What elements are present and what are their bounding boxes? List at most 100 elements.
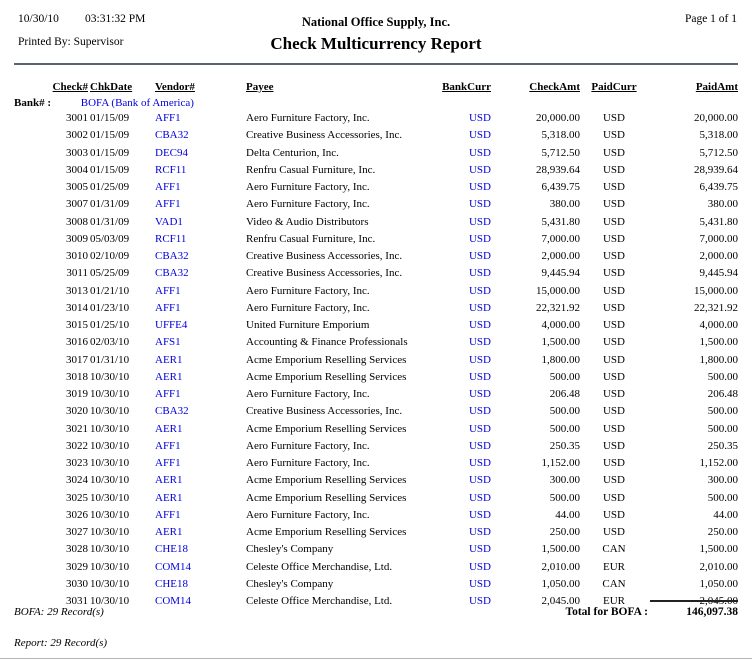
check-date-cell: 10/30/10 — [90, 543, 130, 556]
payee-cell: Creative Business Accessories, Inc. — [246, 267, 403, 280]
payee-cell: Aero Furniture Factory, Inc. — [246, 508, 370, 521]
check-amount-cell: 1,500.00 — [541, 336, 581, 349]
check-date-cell: 01/31/09 — [90, 198, 130, 211]
vendor-code-cell: AFF1 — [155, 439, 181, 452]
table-row: 3009 05/03/09 RCF11 Renfru Casual Furnit… — [14, 231, 738, 248]
check-date-cell: 10/30/10 — [90, 422, 130, 435]
table-row: 3001 01/15/09 AFF1 Aero Furniture Factor… — [14, 110, 738, 127]
check-number-cell: 3024 — [66, 474, 88, 487]
check-amount-cell: 1,050.00 — [541, 577, 581, 590]
paid-amount-cell: 1,500.00 — [699, 543, 739, 556]
bank-currency-cell: USD — [468, 422, 491, 435]
column-header-check-number: Check# — [52, 81, 88, 93]
bank-currency-cell: USD — [468, 543, 491, 556]
check-number-cell: 3028 — [66, 543, 88, 556]
vendor-code-cell: AFF1 — [155, 181, 181, 193]
check-number-cell: 3025 — [66, 491, 88, 504]
payee-cell: Aero Furniture Factory, Inc. — [246, 457, 370, 469]
bank-currency-cell: USD — [468, 388, 491, 400]
check-date-cell: 01/31/10 — [90, 353, 130, 366]
check-date-cell: 10/30/10 — [90, 457, 130, 469]
bank-currency-cell: USD — [468, 112, 491, 124]
bank-currency-cell: USD — [468, 508, 491, 521]
table-row: 3016 02/03/10 AFS1 Accounting & Finance … — [14, 334, 738, 351]
bank-currency-cell: USD — [468, 560, 491, 573]
check-date-cell: 02/03/10 — [90, 336, 130, 349]
company-name: National Office Supply, Inc. — [301, 15, 451, 29]
paid-amount-cell: 5,712.50 — [699, 146, 739, 159]
check-amount-cell: 300.00 — [549, 474, 580, 487]
table-header: Check# ChkDate Vendor# Payee BankCurr Ch… — [14, 81, 738, 96]
bank-currency-cell: USD — [468, 439, 491, 452]
table-row: 3011 05/25/09 CBA32 Creative Business Ac… — [14, 265, 738, 282]
paid-currency-cell: USD — [602, 198, 625, 211]
table-row: 3015 01/25/10 UFFE4 United Furniture Emp… — [14, 317, 738, 334]
vendor-code-cell: CBA32 — [155, 267, 189, 280]
paid-currency-cell: CAN — [602, 577, 626, 590]
payee-cell: Renfru Casual Furniture, Inc. — [246, 232, 376, 245]
check-date-cell: 01/15/09 — [90, 163, 130, 176]
payee-cell: Acme Emporium Reselling Services — [246, 370, 407, 383]
paid-amount-cell: 9,445.94 — [699, 267, 739, 280]
check-number-cell: 3023 — [66, 457, 88, 469]
check-number-cell: 3014 — [66, 301, 88, 314]
bottom-rule — [0, 658, 752, 659]
paid-amount-cell: 4,000.00 — [699, 319, 739, 331]
bank-currency-cell: USD — [468, 474, 491, 487]
bank-currency-cell: USD — [468, 267, 491, 280]
table-row: 3003 01/15/09 DEC94 Delta Centurion, Inc… — [14, 145, 738, 162]
paid-currency-cell: USD — [602, 388, 625, 400]
check-date-cell: 01/21/10 — [90, 284, 130, 297]
check-date-cell: 01/23/10 — [90, 301, 130, 314]
check-number-cell: 3026 — [66, 508, 88, 521]
check-number-cell: 3019 — [66, 388, 88, 400]
paid-currency-cell: USD — [602, 215, 625, 228]
paid-currency-cell: USD — [602, 336, 625, 349]
check-date-cell: 01/15/09 — [90, 112, 130, 124]
check-amount-cell: 5,318.00 — [541, 129, 581, 142]
column-header-bank-currency: BankCurr — [442, 81, 491, 93]
paid-amount-cell: 22,321.92 — [694, 301, 738, 314]
vendor-code-cell: AFF1 — [155, 388, 181, 400]
check-number-cell: 3021 — [66, 422, 88, 435]
check-date-cell: 10/30/10 — [90, 491, 130, 504]
paid-currency-cell: USD — [602, 474, 625, 487]
payee-cell: Acme Emporium Reselling Services — [246, 474, 407, 487]
check-amount-cell: 250.35 — [549, 439, 580, 452]
check-date-cell: 01/31/09 — [90, 215, 130, 228]
bank-currency-cell: USD — [468, 198, 491, 211]
check-amount-cell: 500.00 — [549, 491, 580, 504]
report-title: Check Multicurrency Report — [270, 34, 482, 53]
paid-currency-cell: EUR — [603, 595, 625, 607]
check-number-cell: 3003 — [66, 146, 88, 159]
check-date-cell: 10/30/10 — [90, 595, 130, 607]
paid-currency-cell: USD — [602, 163, 625, 176]
vendor-code-cell: AFF1 — [155, 284, 181, 297]
check-date-cell: 02/10/09 — [90, 250, 130, 262]
check-date-cell: 10/30/10 — [90, 526, 130, 538]
paid-currency-cell: USD — [602, 129, 625, 142]
paid-amount-cell: 500.00 — [707, 405, 738, 418]
check-number-cell: 3002 — [66, 129, 88, 142]
check-date-cell: 10/30/10 — [90, 577, 130, 590]
paid-currency-cell: USD — [602, 491, 625, 504]
bank-currency-cell: USD — [468, 146, 491, 159]
paid-currency-cell: USD — [602, 508, 625, 521]
check-amount-cell: 500.00 — [549, 370, 580, 383]
table-row: 3007 01/31/09 AFF1 Aero Furniture Factor… — [14, 196, 738, 213]
table-row: 3027 10/30/10 AER1 Acme Emporium Reselli… — [14, 524, 738, 541]
check-date-cell: 10/30/10 — [90, 405, 130, 418]
paid-currency-cell: USD — [602, 301, 625, 314]
table-row: 3002 01/15/09 CBA32 Creative Business Ac… — [14, 127, 738, 144]
check-date-cell: 10/30/10 — [90, 370, 130, 383]
paid-currency-cell: EUR — [603, 560, 625, 573]
table-row: 3029 10/30/10 COM14 Celeste Office Merch… — [14, 559, 738, 576]
check-date-cell: 01/15/09 — [90, 129, 130, 142]
paid-amount-cell: 44.00 — [713, 508, 738, 521]
paid-amount-cell: 1,050.00 — [699, 577, 739, 590]
paid-currency-cell: USD — [602, 353, 625, 366]
bank-row: Bank# : BOFA (Bank of America) — [14, 97, 194, 109]
check-date-cell: 10/30/10 — [90, 508, 130, 521]
check-number-cell: 3008 — [66, 215, 88, 228]
bank-value: BOFA (Bank of America) — [80, 97, 194, 109]
